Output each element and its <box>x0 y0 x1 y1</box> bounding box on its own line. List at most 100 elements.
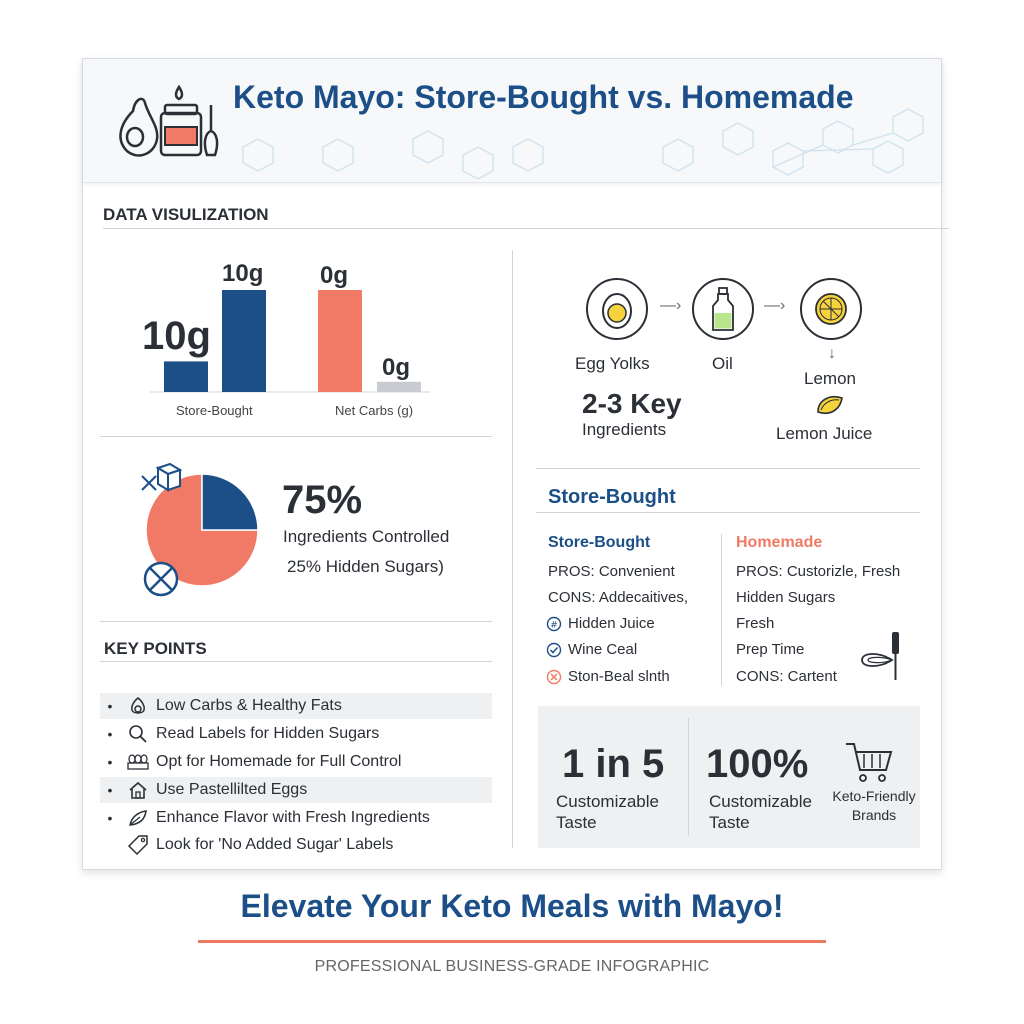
no-sugar-icon <box>143 561 179 597</box>
oil-label: Oil <box>712 354 733 373</box>
homemade-heading: Homemade <box>736 534 823 551</box>
key-point-row: • Use Pastellilted Eggs <box>100 777 492 803</box>
avocado-icon <box>120 696 156 716</box>
key-point-row: • Opt for Homemade for Full Control <box>100 749 492 775</box>
key-point-row: Look for 'No Added Sugar' Labels <box>100 832 492 858</box>
store-bought-line: Wine Ceal <box>546 641 637 658</box>
divider <box>536 468 920 469</box>
hexagon-pattern <box>242 108 924 180</box>
bar-category-label-store-bought: Store-Bought <box>176 403 253 418</box>
store-bought-line: Ston-Beal slnth <box>546 668 670 685</box>
divider <box>100 661 492 662</box>
line-text: Hidden Juice <box>568 615 655 632</box>
shopping-cart-icon <box>846 743 893 782</box>
bar-1-1 <box>318 290 362 392</box>
store-bought-line: # Hidden Juice <box>546 615 655 632</box>
line-text: CONS: Addecaitives, <box>548 589 689 606</box>
arrow-down-icon: ↓ <box>828 345 836 362</box>
divider <box>536 512 920 513</box>
egg-yolks-label: Egg Yolks <box>575 354 650 373</box>
line-text: Prep Time <box>736 641 805 658</box>
whisk-icon <box>861 632 899 680</box>
arrow-right-icon: —› <box>764 297 786 314</box>
homemade-line: Hidden Sugars <box>736 589 835 606</box>
lemon-juice-label: Lemon Juice <box>776 424 873 443</box>
key-point-text: Use Pastellilted Eggs <box>156 781 308 798</box>
leaf-icon <box>120 808 156 828</box>
bar-1-2 <box>377 381 421 392</box>
mayo-ingredients-icon <box>119 84 219 157</box>
line-text: Ston-Beal slnth <box>568 668 670 685</box>
bullet: • <box>107 726 113 742</box>
line-text: PROS: Custorizle, Fresh <box>736 563 901 580</box>
key-point-text: Opt for Homemade for Full Control <box>156 753 402 770</box>
homemade-line: PROS: Custorizle, Fresh <box>736 563 900 580</box>
bar-value-label-small: 0g <box>382 354 411 381</box>
homemade-line: CONS: Cartent <box>736 668 837 685</box>
key-point-text: Low Carbs & Healthy Fats <box>156 697 342 714</box>
line-text: Wine Ceal <box>568 641 638 658</box>
divider <box>100 436 492 437</box>
comparison-title: Store-Bought <box>548 486 676 508</box>
key-point-row: • Read Labels for Hidden Sugars <box>100 721 492 747</box>
homemade-line: Fresh <box>736 615 774 632</box>
magnifier-icon <box>120 724 156 744</box>
sugar-cube-icon <box>141 462 182 492</box>
oil-bottle-icon <box>692 278 754 340</box>
pie-label-controlled: Ingredients Controlled <box>283 527 450 546</box>
line-text: Fresh <box>736 615 775 632</box>
line-text: PROS: Convenient <box>548 563 675 580</box>
comparison-divider <box>721 534 722 686</box>
bar-value-label-big: 10g <box>142 314 211 358</box>
line-text: Hidden Sugars <box>736 589 836 606</box>
tag-icon <box>120 834 156 856</box>
line-text: CONS: Cartent <box>736 668 837 685</box>
section-title-data-viz: DATA VISULIZATION <box>103 205 269 224</box>
footer-subtitle: PROFESSIONAL BUSINESS-GRADE INFOGRAPHIC <box>314 958 710 975</box>
stats-panel <box>538 706 920 848</box>
divider <box>103 228 949 229</box>
bullet: • <box>107 698 113 714</box>
bar-category-label-net-carbs: Net Carbs (g) <box>335 403 414 418</box>
egg-yolk-icon <box>586 278 648 340</box>
footer-accent-line <box>198 940 826 943</box>
pie-slice-1 <box>201 473 259 531</box>
key-ingredients-label: Ingredients <box>582 420 667 439</box>
pie-percent: 75% <box>282 478 363 522</box>
column-divider <box>512 250 513 848</box>
stats-divider <box>688 718 689 836</box>
footer-title: Elevate Your Keto Meals with Mayo! <box>240 888 784 924</box>
bar-value-label-top-right: 0g <box>320 262 349 289</box>
bar-0-0 <box>164 361 208 392</box>
stat-two-label-line1: Customizable <box>709 792 812 811</box>
section-title-key-points: KEY POINTS <box>104 639 207 658</box>
page-title: Keto Mayo: Store-Bought vs. Homemade <box>233 79 854 115</box>
bar-value-label-top-left: 10g <box>222 260 264 287</box>
store-bought-line: CONS: Addecaitives, <box>548 589 688 606</box>
lemon-icon <box>800 278 862 340</box>
key-point-text: Look for 'No Added Sugar' Labels <box>156 836 394 853</box>
x-circle-icon <box>546 669 562 685</box>
key-point-text: Enhance Flavor with Fresh Ingredients <box>156 809 430 826</box>
home-icon <box>120 780 156 800</box>
lemon-label: Lemon <box>804 369 856 388</box>
divider <box>100 621 492 622</box>
bullet: • <box>107 754 113 770</box>
homemade-line: Prep Time <box>736 641 804 658</box>
stat-hundred-percent: 100% <box>706 742 809 786</box>
lemon-wedge-icon <box>817 396 843 414</box>
brands-line2: Brands <box>851 807 897 823</box>
bullet: • <box>107 810 113 826</box>
stat-one-in-five: 1 in 5 <box>562 742 665 786</box>
pie-label-hidden-sugars: 25% Hidden Sugars) <box>287 557 444 576</box>
stat-two-label-line2: Taste <box>709 813 750 832</box>
bullet: • <box>107 782 113 798</box>
keto-brands-label: Keto-Friendly Brands <box>826 787 922 825</box>
svg-text:#: # <box>550 620 558 630</box>
brands-line1: Keto-Friendly <box>832 788 916 804</box>
store-bought-line: PROS: Convenient <box>548 563 675 580</box>
stat-one-label-line2: Taste <box>556 813 597 832</box>
bar-0-1 <box>222 290 266 392</box>
store-bought-heading: Store-Bought <box>548 534 651 551</box>
hash-circle-icon: # <box>546 616 562 632</box>
